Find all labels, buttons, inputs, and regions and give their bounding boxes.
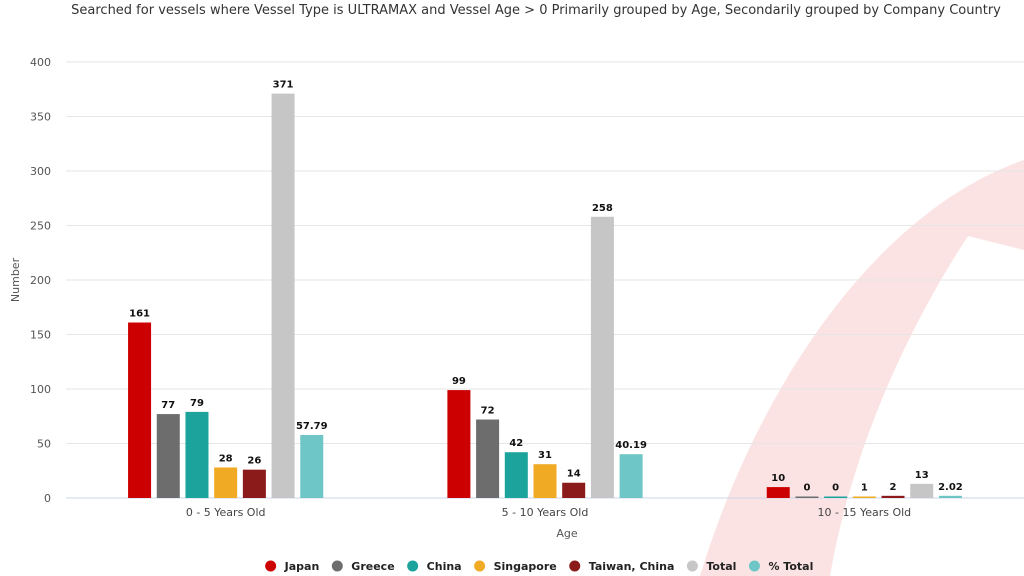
legend-marker: [407, 560, 419, 572]
data-label: 72: [481, 406, 495, 417]
legend-label: Singapore: [494, 560, 557, 573]
data-label: 99: [452, 376, 466, 387]
data-label: 10: [771, 473, 785, 484]
data-label: 258: [592, 203, 613, 214]
y-tick-label: 300: [30, 165, 51, 178]
y-axis-ticks: 0 50 100 150 200 250 300 350 400: [30, 56, 51, 505]
legend-label: Japan: [284, 560, 320, 573]
legend-label: % Total: [768, 560, 813, 573]
data-label: 0: [803, 483, 810, 494]
bar: [562, 482, 586, 498]
data-label: 371: [273, 80, 294, 91]
bar: [447, 390, 471, 498]
x-axis-title: Age: [556, 527, 578, 540]
y-tick-label: 400: [30, 56, 51, 69]
bar: [533, 464, 557, 498]
legend-marker: [686, 560, 698, 572]
legend-item[interactable]: Taiwan, China: [569, 560, 674, 573]
bar: [619, 454, 643, 498]
bar: [766, 487, 790, 498]
data-label: 31: [538, 450, 552, 461]
data-label: 161: [129, 309, 150, 320]
bar: [504, 452, 528, 498]
bar: [795, 496, 819, 498]
chart-title: Searched for vessels where Vessel Type i…: [71, 3, 1001, 18]
legend: Japan Greece China Singapore Taiwan, China To…: [265, 560, 813, 573]
y-tick-label: 150: [30, 329, 51, 342]
legend-marker: [569, 560, 581, 572]
y-tick-label: 350: [30, 111, 51, 124]
data-label: 13: [915, 470, 929, 481]
legend-item[interactable]: % Total: [748, 560, 813, 573]
bar: [881, 495, 905, 498]
bar: [476, 419, 500, 498]
bar: [910, 483, 934, 498]
bars: [128, 93, 962, 499]
legend-item[interactable]: Japan: [265, 560, 319, 573]
bar: [824, 496, 848, 498]
data-label: 57.79: [296, 421, 328, 432]
data-label: 2: [890, 482, 897, 493]
bar: [128, 322, 152, 498]
x-tick-label: 10 - 15 Years Old: [817, 506, 911, 519]
data-label: 14: [567, 469, 581, 480]
legend-item[interactable]: China: [407, 560, 462, 573]
bar: [852, 496, 876, 498]
bar: [271, 93, 295, 499]
x-tick-label: 5 - 10 Years Old: [502, 506, 589, 519]
legend-marker: [474, 560, 486, 572]
legend-label: Total: [706, 560, 736, 573]
y-axis-title: Number: [9, 257, 22, 302]
bar: [590, 216, 614, 498]
data-label: 40.19: [615, 440, 647, 451]
data-label: 77: [161, 400, 175, 411]
y-tick-label: 0: [44, 492, 51, 505]
legend-label: China: [427, 560, 462, 573]
y-tick-label: 100: [30, 383, 51, 396]
legend-label: Taiwan, China: [589, 560, 675, 573]
gridlines: [66, 61, 1024, 499]
x-tick-label: 0 - 5 Years Old: [186, 506, 266, 519]
legend-marker: [331, 560, 343, 572]
legend-item[interactable]: Greece: [331, 560, 395, 573]
data-label: 1: [861, 483, 868, 494]
watermark-swoosh: [700, 160, 1024, 576]
y-tick-label: 250: [30, 220, 51, 233]
legend-marker: [748, 560, 760, 572]
data-label: 2.02: [938, 482, 963, 493]
background-logo-watermark: [700, 160, 1024, 576]
legend-item[interactable]: Total: [686, 560, 737, 573]
data-label: 26: [247, 456, 261, 467]
bar: [300, 435, 324, 498]
data-label: 28: [219, 453, 233, 464]
bar: [242, 469, 266, 498]
bar: [214, 467, 238, 498]
y-tick-label: 200: [30, 274, 51, 287]
y-tick-label: 50: [37, 438, 51, 451]
bar: [185, 411, 209, 498]
bar: [938, 495, 962, 498]
legend-item[interactable]: Singapore: [474, 560, 557, 573]
data-label: 42: [509, 438, 523, 449]
legend-label: Greece: [351, 560, 394, 573]
legend-marker: [265, 560, 277, 572]
bar: [156, 414, 180, 498]
data-label: 79: [190, 398, 204, 409]
data-label: 0: [832, 483, 839, 494]
x-axis-ticks: 0 - 5 Years Old 5 - 10 Years Old 10 - 15 Y…: [186, 506, 911, 519]
